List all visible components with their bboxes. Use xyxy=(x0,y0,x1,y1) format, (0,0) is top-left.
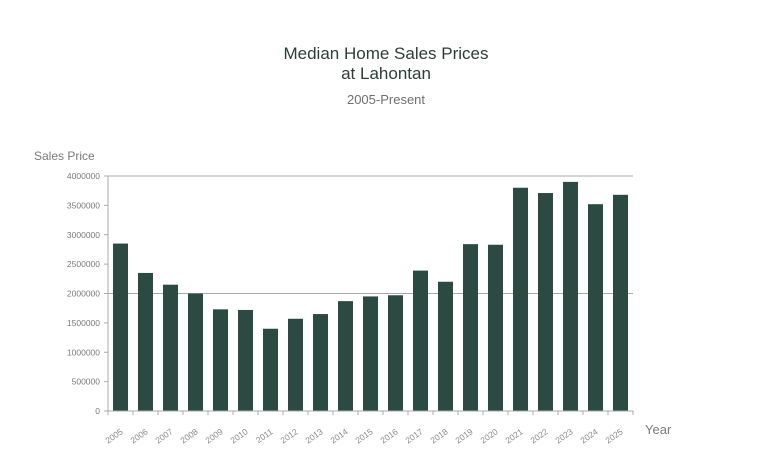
x-tick-label: 2007 xyxy=(153,426,174,445)
bar-2010 xyxy=(238,309,253,411)
x-tick-label: 2020 xyxy=(478,426,499,445)
bar-2021 xyxy=(513,187,528,411)
y-tick-label: 2000000 xyxy=(67,289,100,299)
chart-title-line-1: Median Home Sales Prices xyxy=(283,44,489,63)
x-tick-label: 2012 xyxy=(278,426,299,445)
x-tick-label: 2017 xyxy=(403,426,424,445)
x-tick-label: 2022 xyxy=(528,426,549,445)
bar-2014 xyxy=(338,301,353,411)
y-axis-label: Sales Price xyxy=(34,149,95,163)
y-tick-label: 3000000 xyxy=(67,230,100,240)
bar-2018 xyxy=(438,281,453,411)
bar-2020 xyxy=(488,244,503,411)
x-tick-label: 2005 xyxy=(103,426,124,445)
chart-title-block: Median Home Sales Prices at Lahontan 200… xyxy=(0,44,772,107)
chart-title-line-2: at Lahontan xyxy=(341,64,431,83)
x-tick-label: 2006 xyxy=(128,426,149,445)
bar-2017 xyxy=(413,270,428,411)
x-tick-label: 2016 xyxy=(378,426,399,445)
bar-2011 xyxy=(263,328,278,411)
y-tick-labels: 0 500000 1000000 1500000 2000000 2500000 30000… xyxy=(67,171,108,416)
x-tick-labels: 2005 2006 2007 2008 2009 2010 2011 2012 2013 2014… xyxy=(103,426,624,445)
bar-2024 xyxy=(588,204,603,411)
x-tick-label: 2025 xyxy=(603,426,624,445)
x-tick-label: 2018 xyxy=(428,426,449,445)
x-axis-label: Year xyxy=(645,422,672,437)
bar-2025 xyxy=(613,194,628,411)
bar-2006 xyxy=(138,272,153,411)
x-tick-marks xyxy=(107,411,634,415)
x-tick-label: 2014 xyxy=(328,426,349,445)
bar-2015 xyxy=(363,296,378,411)
chart-subtitle: 2005-Present xyxy=(346,92,426,107)
bar-2013 xyxy=(313,314,328,411)
y-tick-label: 500000 xyxy=(72,377,101,387)
bar-2008 xyxy=(188,293,203,411)
x-tick-label: 2019 xyxy=(453,426,474,445)
bar-2009 xyxy=(213,309,228,411)
x-tick-label: 2013 xyxy=(303,426,324,445)
bar-2007 xyxy=(163,284,178,411)
x-tick-label: 2009 xyxy=(203,426,224,445)
bars xyxy=(113,181,628,411)
bar-2022 xyxy=(538,193,553,411)
bar-2019 xyxy=(463,244,478,411)
y-tick-label: 4000000 xyxy=(67,171,100,181)
x-tick-label: 2010 xyxy=(228,426,249,445)
x-tick-label: 2021 xyxy=(503,426,524,445)
y-tick-label: 0 xyxy=(95,406,100,416)
y-tick-label: 3500000 xyxy=(67,200,100,210)
x-tick-label: 2015 xyxy=(353,426,374,445)
bar-2023 xyxy=(563,181,578,411)
bar-2016 xyxy=(388,295,403,411)
y-tick-label: 1500000 xyxy=(67,318,100,328)
y-tick-label: 1000000 xyxy=(67,347,100,357)
x-tick-label: 2008 xyxy=(178,426,199,445)
x-tick-label: 2023 xyxy=(553,426,574,445)
bar-2012 xyxy=(288,318,303,411)
y-tick-label: 2500000 xyxy=(67,259,100,269)
bar-2005 xyxy=(113,243,128,411)
x-tick-label: 2024 xyxy=(578,426,599,445)
x-tick-label: 2011 xyxy=(254,426,275,445)
